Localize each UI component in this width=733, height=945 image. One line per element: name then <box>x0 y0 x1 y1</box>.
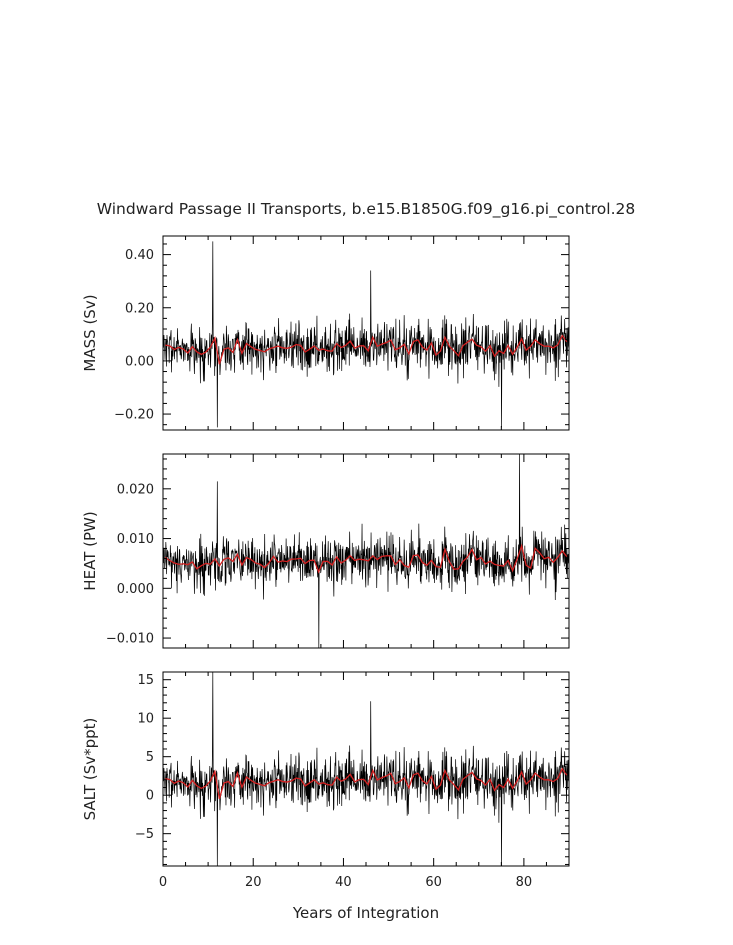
mass-panel: −0.20 0.00 0.20 0.40 MASS (Sv) <box>81 235 570 431</box>
heat-y-tick-label: 0.000 <box>117 582 154 597</box>
salt-x-tick-label: 60 <box>425 875 442 890</box>
heat-smoothed-series-line <box>164 543 568 574</box>
heat-y-tick-label: 0.010 <box>117 532 154 547</box>
heat-y-tick-label: 0.020 <box>117 482 154 497</box>
mass-y-tick-label: 0.00 <box>125 354 154 369</box>
salt-raw-series-line <box>163 672 569 866</box>
salt-y-tick-label: 15 <box>137 673 154 688</box>
salt-x-tick-label: 0 <box>159 875 167 890</box>
mass-smoothed-series-line <box>165 334 568 365</box>
salt-x-tick-label: 20 <box>245 875 262 890</box>
mass-y-tick-label: 0.40 <box>125 248 154 263</box>
salt-x-tick-label: 80 <box>516 875 533 890</box>
salt-y-tick-label: 5 <box>146 750 154 765</box>
heat-y-tick-label: −0.010 <box>106 632 154 647</box>
salt-y-tick-label: 10 <box>137 712 154 727</box>
mass-raw-series-line <box>163 241 569 428</box>
salt-panel: −5 0 5 10 15 0 20 40 60 80 SALT (Sv*ppt) <box>81 671 570 890</box>
salt-y-axis-title: SALT (Sv*ppt) <box>81 718 99 821</box>
heat-y-axis-title: HEAT (PW) <box>81 511 99 590</box>
heat-raw-series-line <box>163 454 569 648</box>
heat-panel: −0.010 0.000 0.010 0.020 HEAT (PW) <box>81 453 570 649</box>
x-axis-title: Years of Integration <box>292 904 439 922</box>
mass-y-axis-title: MASS (Sv) <box>81 294 99 371</box>
salt-y-tick-label: 0 <box>146 789 154 804</box>
salt-x-tick-label: 40 <box>335 875 352 890</box>
mass-y-tick-label: −0.20 <box>114 408 154 423</box>
salt-y-tick-label: −5 <box>135 827 154 842</box>
mass-y-tick-label: 0.20 <box>125 301 154 316</box>
figure-title: Windward Passage II Transports, b.e15.B1… <box>97 200 636 219</box>
salt-smoothed-series-line <box>165 767 568 800</box>
